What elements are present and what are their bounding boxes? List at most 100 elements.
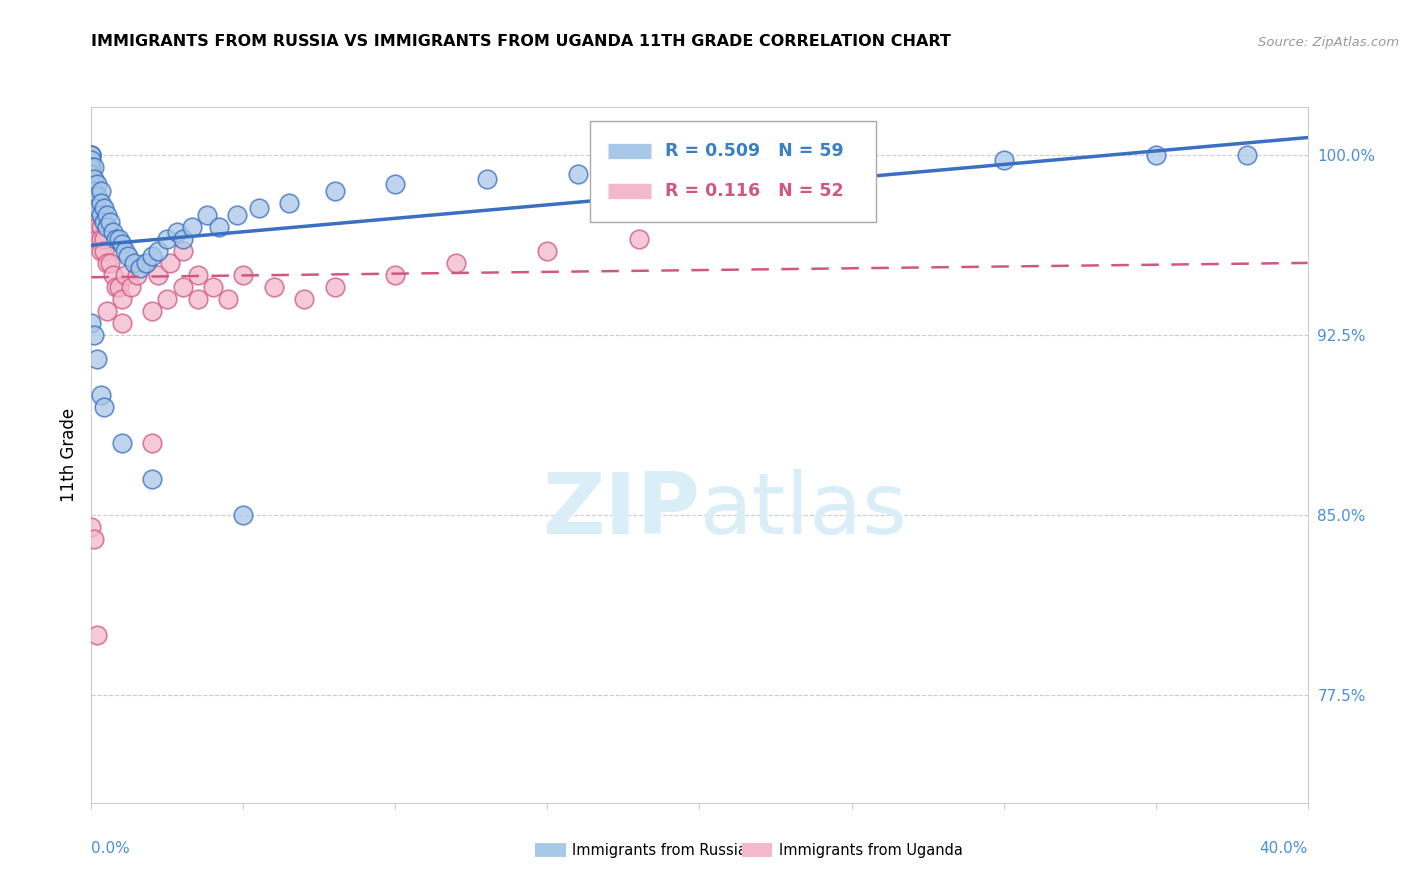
Point	[187, 292, 209, 306]
Point	[80, 160, 103, 174]
Point	[96, 304, 118, 318]
Point	[1144, 148, 1167, 162]
Point	[159, 256, 181, 270]
Point	[111, 236, 134, 251]
Point	[232, 268, 254, 282]
Point	[93, 244, 115, 258]
Point	[80, 184, 103, 198]
Point	[80, 148, 103, 162]
Point	[166, 225, 188, 239]
Point	[208, 219, 231, 234]
Point	[135, 256, 157, 270]
Point	[384, 177, 406, 191]
Point	[156, 232, 179, 246]
Point	[120, 280, 142, 294]
Point	[111, 316, 134, 330]
Point	[567, 167, 589, 181]
Point	[83, 196, 105, 211]
Point	[180, 219, 202, 234]
Point	[80, 316, 103, 330]
Point	[86, 351, 108, 366]
Point	[125, 268, 148, 282]
Point	[80, 148, 103, 162]
Point	[148, 268, 170, 282]
Point	[93, 215, 115, 229]
Point	[247, 201, 270, 215]
Point	[841, 160, 863, 174]
Point	[89, 244, 111, 258]
Point	[292, 292, 315, 306]
Point	[83, 160, 105, 174]
Point	[148, 244, 170, 258]
Text: Immigrants from Russia: Immigrants from Russia	[572, 843, 747, 857]
Point	[96, 208, 118, 222]
Point	[93, 400, 115, 414]
Point	[86, 201, 108, 215]
Point	[86, 189, 108, 203]
Point	[93, 232, 115, 246]
Point	[83, 328, 105, 343]
Point	[86, 232, 108, 246]
Point	[80, 153, 103, 167]
Point	[83, 184, 105, 198]
Point	[98, 256, 121, 270]
Text: atlas: atlas	[699, 469, 907, 552]
Point	[263, 280, 285, 294]
Point	[202, 280, 225, 294]
Point	[96, 256, 118, 270]
Point	[83, 184, 105, 198]
Point	[278, 196, 301, 211]
Point	[1236, 148, 1258, 162]
Point	[86, 177, 108, 191]
Point	[172, 232, 194, 246]
Point	[80, 148, 103, 162]
Point	[89, 208, 111, 222]
Point	[217, 292, 239, 306]
Point	[83, 219, 105, 234]
Y-axis label: 11th Grade: 11th Grade	[59, 408, 77, 502]
Point	[172, 280, 194, 294]
Point	[141, 249, 163, 263]
Point	[83, 532, 105, 546]
Point	[89, 219, 111, 234]
Point	[89, 184, 111, 198]
Point	[80, 184, 103, 198]
Point	[104, 232, 127, 246]
Point	[104, 280, 127, 294]
Text: Source: ZipAtlas.com: Source: ZipAtlas.com	[1258, 36, 1399, 49]
Point	[172, 244, 194, 258]
Point	[187, 268, 209, 282]
Point	[83, 172, 105, 186]
Text: IMMIGRANTS FROM RUSSIA VS IMMIGRANTS FROM UGANDA 11TH GRADE CORRELATION CHART: IMMIGRANTS FROM RUSSIA VS IMMIGRANTS FRO…	[91, 34, 952, 49]
Point	[83, 196, 105, 211]
Point	[195, 208, 218, 222]
Point	[86, 219, 108, 234]
Point	[475, 172, 498, 186]
Point	[89, 196, 111, 211]
Point	[323, 184, 346, 198]
Text: 0.0%: 0.0%	[91, 841, 131, 856]
Point	[117, 249, 139, 263]
Point	[627, 232, 650, 246]
Point	[101, 268, 124, 282]
Point	[384, 268, 406, 282]
Point	[80, 167, 103, 181]
Point	[141, 304, 163, 318]
Point	[107, 280, 129, 294]
Point	[98, 215, 121, 229]
Point	[101, 225, 124, 239]
Point	[536, 244, 558, 258]
Point	[226, 208, 249, 222]
Point	[96, 219, 118, 234]
Point	[80, 520, 103, 534]
Text: R = 0.116   N = 52: R = 0.116 N = 52	[665, 182, 844, 200]
Point	[89, 388, 111, 402]
Text: R = 0.509   N = 59: R = 0.509 N = 59	[665, 142, 844, 160]
Text: ZIP: ZIP	[541, 469, 699, 552]
Point	[86, 208, 108, 222]
Point	[688, 160, 710, 174]
Point	[86, 628, 108, 642]
Point	[141, 472, 163, 486]
Point	[129, 260, 152, 275]
Point	[80, 196, 103, 211]
